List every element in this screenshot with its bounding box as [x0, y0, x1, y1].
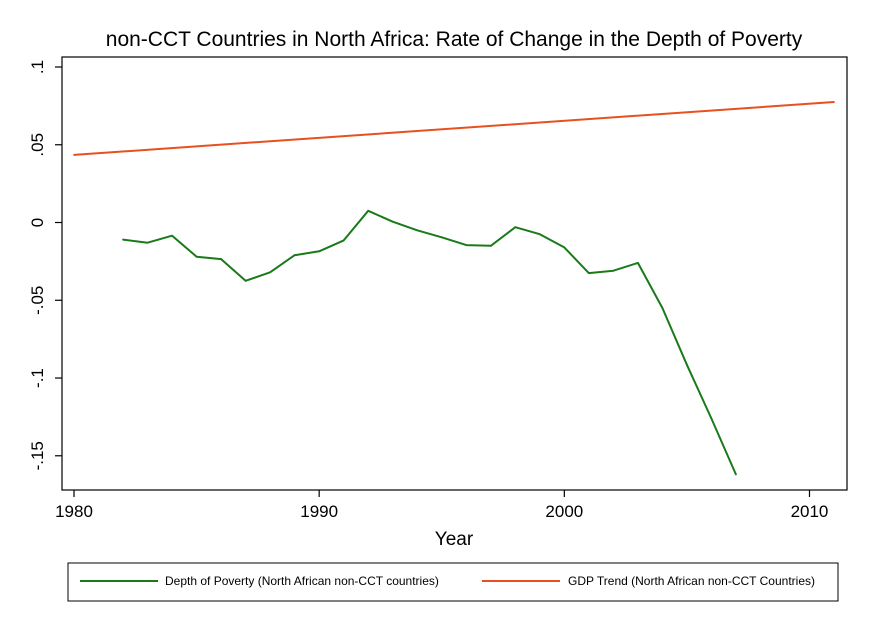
legend-label: Depth of Poverty (North African non-CCT … — [165, 574, 439, 588]
data-point — [146, 241, 149, 244]
data-point — [563, 246, 566, 249]
x-axis-title: Year — [435, 529, 474, 550]
data-point — [73, 153, 75, 156]
data-point — [171, 234, 173, 237]
data-point — [538, 233, 541, 236]
y-tick-label: .05 — [28, 133, 47, 157]
data-point — [195, 255, 198, 258]
data-point — [735, 473, 737, 476]
data-point — [710, 417, 713, 420]
y-axis: .1 .05 0 -.05 -.1 -.15 — [28, 60, 62, 470]
data-point — [489, 244, 492, 247]
legend: Depth of Poverty (North African non-CCT … — [80, 574, 815, 588]
x-tick-label: 1980 — [55, 502, 93, 521]
data-point — [367, 209, 370, 212]
y-tick-label: -.1 — [28, 368, 47, 388]
data-point — [220, 258, 222, 260]
data-point — [636, 262, 639, 264]
data-point — [318, 250, 321, 253]
x-tick-label: 2010 — [791, 502, 829, 521]
data-point — [465, 244, 468, 246]
y-tick-label: 0 — [28, 218, 47, 227]
chart-title: non-CCT Countries in North Africa: Rate … — [106, 28, 803, 51]
x-axis: 1980 1990 2000 2010 — [55, 490, 828, 521]
y-tick-label: -.05 — [28, 286, 47, 315]
series-line — [122, 209, 737, 475]
plot-frame — [61, 56, 848, 491]
data-point — [686, 363, 688, 366]
y-tick-label: .1 — [28, 60, 47, 74]
y-tick-label: -.15 — [28, 441, 47, 470]
legend-box — [67, 562, 839, 602]
data-point — [293, 254, 296, 257]
data-point — [391, 220, 394, 223]
data-point — [612, 269, 615, 272]
x-tick-label: 1990 — [300, 502, 338, 521]
data-point — [416, 229, 419, 232]
data-point — [661, 307, 664, 309]
data-point — [342, 239, 345, 242]
data-point — [122, 238, 124, 241]
x-tick-label: 2000 — [545, 502, 583, 521]
data-point — [440, 236, 443, 239]
data-point — [269, 271, 272, 274]
data-point — [587, 272, 590, 274]
data-point — [833, 101, 835, 103]
legend-label: GDP Trend (North African non-CCT Countri… — [568, 574, 815, 588]
data-point — [514, 226, 517, 229]
series-line — [73, 101, 835, 156]
series-layer — [73, 101, 835, 476]
data-point — [244, 279, 247, 282]
